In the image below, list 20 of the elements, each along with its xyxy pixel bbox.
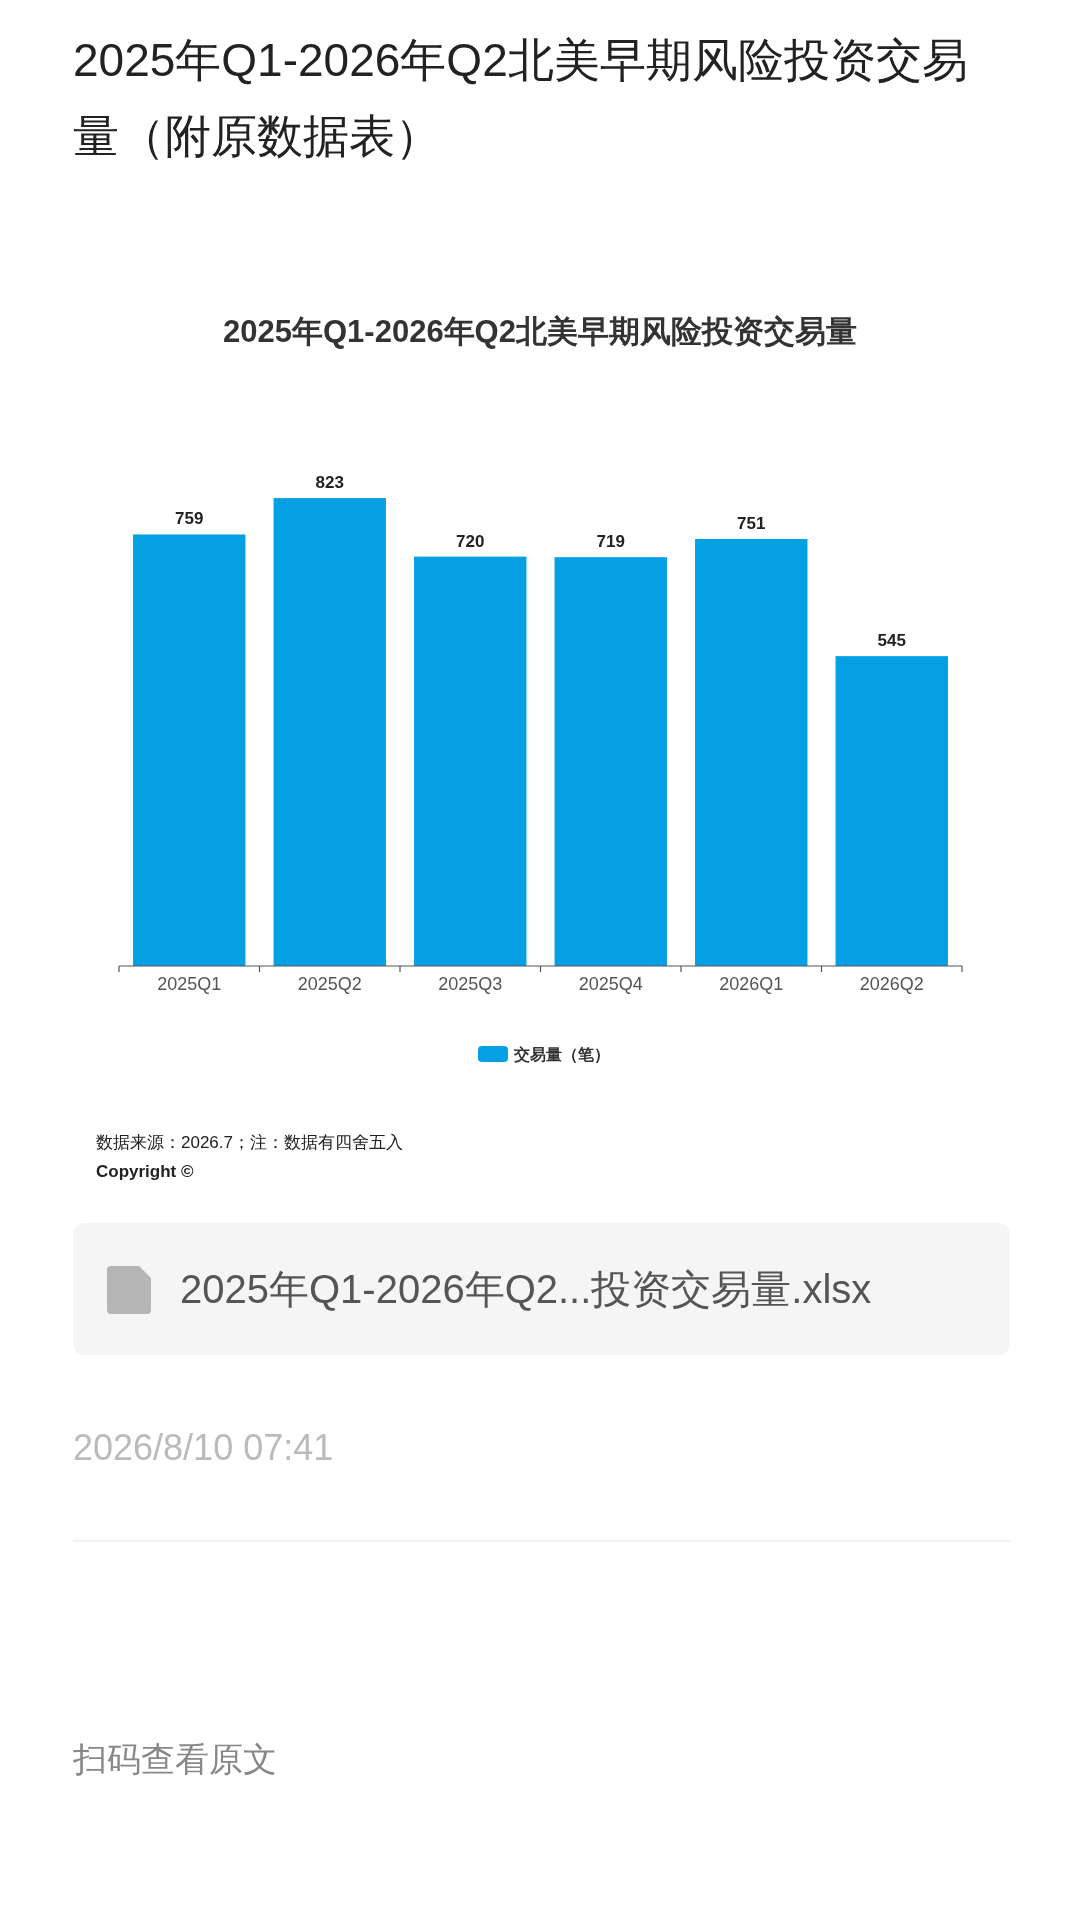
x-tick-label: 2025Q3 (438, 974, 503, 994)
data-label: 759 (175, 509, 204, 529)
x-tick-label: 2026Q1 (719, 974, 784, 994)
annotation: 数据来源：2026.7；注：数据有四舍五入 (96, 1133, 403, 1152)
annotation: 2026/8/10 07:41 (73, 1427, 334, 1468)
annotation: 2025年Q1-2026年Q2...投资交易量.xlsx (180, 1267, 872, 1311)
x-tick-label: 2026Q2 (859, 974, 924, 994)
data-label: 751 (737, 514, 766, 533)
x-tick-label: 2025Q2 (297, 974, 362, 994)
data-label: 720 (456, 531, 485, 551)
data-label: 719 (596, 532, 625, 552)
legend-label: 交易量（笔） (514, 1046, 610, 1063)
data-label: 545 (877, 631, 906, 651)
title: 2025年Q1-2026年Q2北美早期风险投资交易量（附原数据表） (73, 34, 968, 162)
x-tick-label: 2025Q1 (157, 974, 222, 994)
annotation: Copyright © (96, 1162, 194, 1181)
subtitle: 2025年Q1-2026年Q2北美早期风险投资交易量 (223, 314, 857, 349)
x-tick-label: 2025Q4 (578, 974, 643, 994)
annotation: 扫码查看原文 (73, 1740, 277, 1778)
data-label: 823 (315, 473, 344, 493)
